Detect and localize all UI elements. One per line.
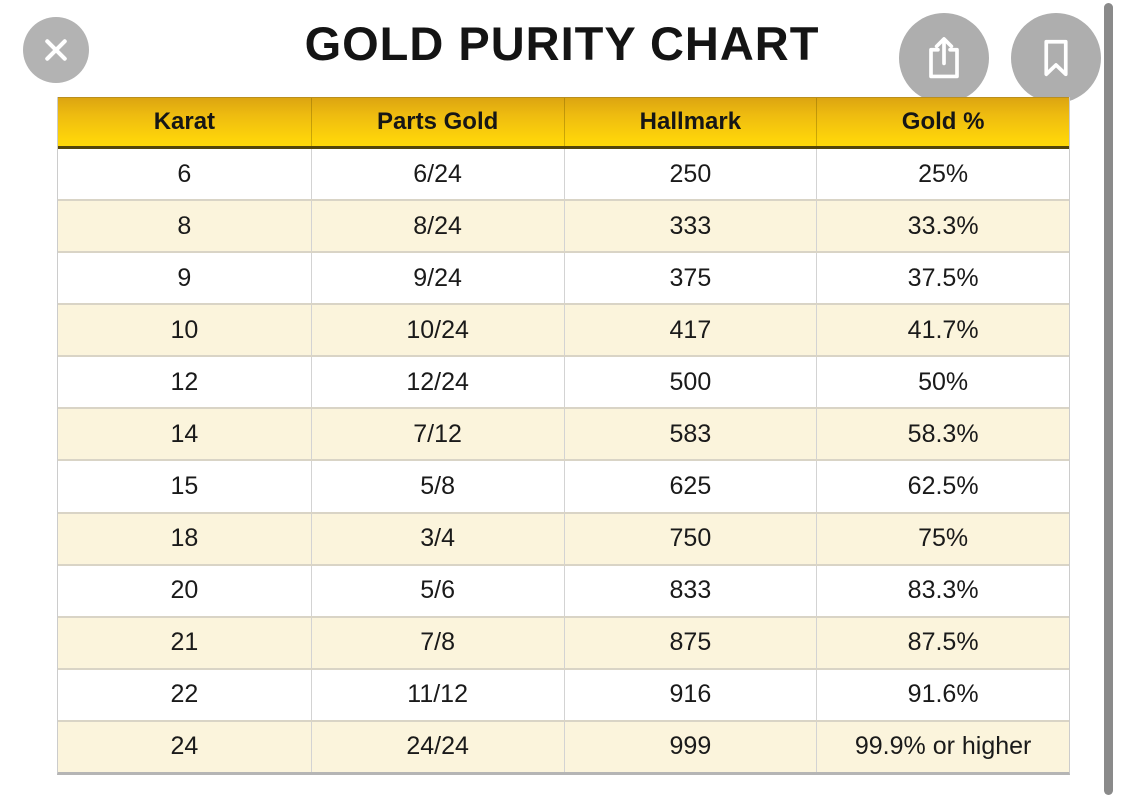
table-cell: 20 — [170, 576, 199, 605]
table-row: 14 7/12 583 58.3% — [58, 409, 1069, 462]
bookmark-button[interactable] — [1011, 13, 1101, 103]
close-icon — [37, 31, 75, 69]
table-cell: 33.3% — [816, 201, 1069, 252]
table-row: 8 8/24 333 33.3% — [58, 201, 1069, 254]
table-cell: 37.5% — [816, 253, 1069, 304]
table-cell: 5/8 — [310, 461, 564, 512]
table-cell: 9 — [177, 263, 192, 292]
table-cell: 25% — [816, 149, 1069, 200]
table-cell: 87.5% — [816, 617, 1069, 668]
table-cell: 10/24 — [310, 305, 564, 356]
table-row: 24 24/24 999 99.9% or higher — [58, 721, 1069, 772]
table-cell: 250 — [563, 149, 817, 200]
table-cell: 21 — [170, 628, 199, 657]
table-row: 15 5/8 625 62.5% — [58, 461, 1069, 514]
table-cell: 8 — [177, 211, 192, 240]
bookmark-icon — [1030, 32, 1082, 84]
table-cell: 5/6 — [310, 565, 564, 616]
table-header-row: Karat Parts Gold Hallmark Gold % — [58, 97, 1069, 149]
column-header: Hallmark — [563, 98, 817, 146]
table-row: 6 6/24 250 25% — [58, 149, 1069, 202]
table-cell: 18 — [170, 524, 199, 553]
table-cell: 58.3% — [816, 409, 1069, 460]
table-cell: 91.6% — [816, 669, 1069, 720]
table-cell: 15 — [170, 472, 199, 500]
table-cell: 417 — [563, 305, 817, 356]
table-row: 20 5/6 833 83.3% — [58, 565, 1069, 618]
table-cell: 14 — [170, 419, 199, 448]
table-body: 6 6/24 250 25% 8 8/24 333 33.3% 9 9/24 375 37.5% 10 1… — [58, 149, 1069, 772]
table-cell: 333 — [563, 201, 817, 252]
table-cell: 11/12 — [310, 669, 564, 720]
column-header: Gold % — [816, 98, 1069, 146]
table-cell: 916 — [563, 669, 817, 720]
column-header: Parts Gold — [310, 98, 564, 146]
table-row: 21 7/8 875 87.5% — [58, 617, 1069, 670]
table-cell: 6 — [177, 159, 192, 188]
table-cell: 12 — [170, 367, 199, 396]
table-cell: 500 — [563, 357, 817, 408]
table-cell: 41.7% — [816, 305, 1069, 356]
table-row: 22 11/12 916 91.6% — [58, 669, 1069, 722]
column-header: Karat — [153, 108, 216, 135]
scrollbar[interactable] — [1104, 3, 1113, 795]
page-title: GOLD PURITY CHART — [304, 17, 820, 70]
table-row: 18 3/4 750 75% — [58, 513, 1069, 566]
table-cell: 83.3% — [816, 565, 1069, 616]
table-cell: 12/24 — [310, 357, 564, 408]
close-button[interactable] — [23, 17, 89, 83]
table-cell: 3/4 — [310, 513, 564, 564]
table-cell: 625 — [563, 461, 817, 512]
table-cell: 75% — [816, 513, 1069, 564]
table-row: 10 10/24 417 41.7% — [58, 305, 1069, 358]
table-cell: 7/12 — [310, 409, 564, 460]
table-cell: 875 — [563, 617, 817, 668]
table-row: 9 9/24 375 37.5% — [58, 253, 1069, 306]
table-cell: 50% — [816, 357, 1069, 408]
table-cell: 583 — [563, 409, 817, 460]
table-cell: 24 — [170, 732, 199, 761]
table-cell: 7/8 — [310, 617, 564, 668]
table-cell: 24/24 — [310, 721, 564, 772]
table-cell: 22 — [170, 680, 199, 709]
table-cell: 10 — [170, 315, 199, 344]
share-icon — [918, 32, 970, 84]
table-row: 12 12/24 500 50% — [58, 357, 1069, 410]
table-cell: 999 — [563, 721, 817, 772]
table-cell: 8/24 — [310, 201, 564, 252]
gold-purity-table: Karat Parts Gold Hallmark Gold % 6 6/24 250 25… — [57, 97, 1070, 775]
table-cell: 9/24 — [310, 253, 564, 304]
table-cell: 62.5% — [816, 461, 1069, 512]
table-cell: 833 — [563, 565, 817, 616]
table-cell: 750 — [563, 513, 817, 564]
share-button[interactable] — [899, 13, 989, 103]
table-cell: 99.9% or higher — [816, 721, 1069, 772]
table-cell: 6/24 — [310, 149, 564, 200]
table-cell: 375 — [563, 253, 817, 304]
